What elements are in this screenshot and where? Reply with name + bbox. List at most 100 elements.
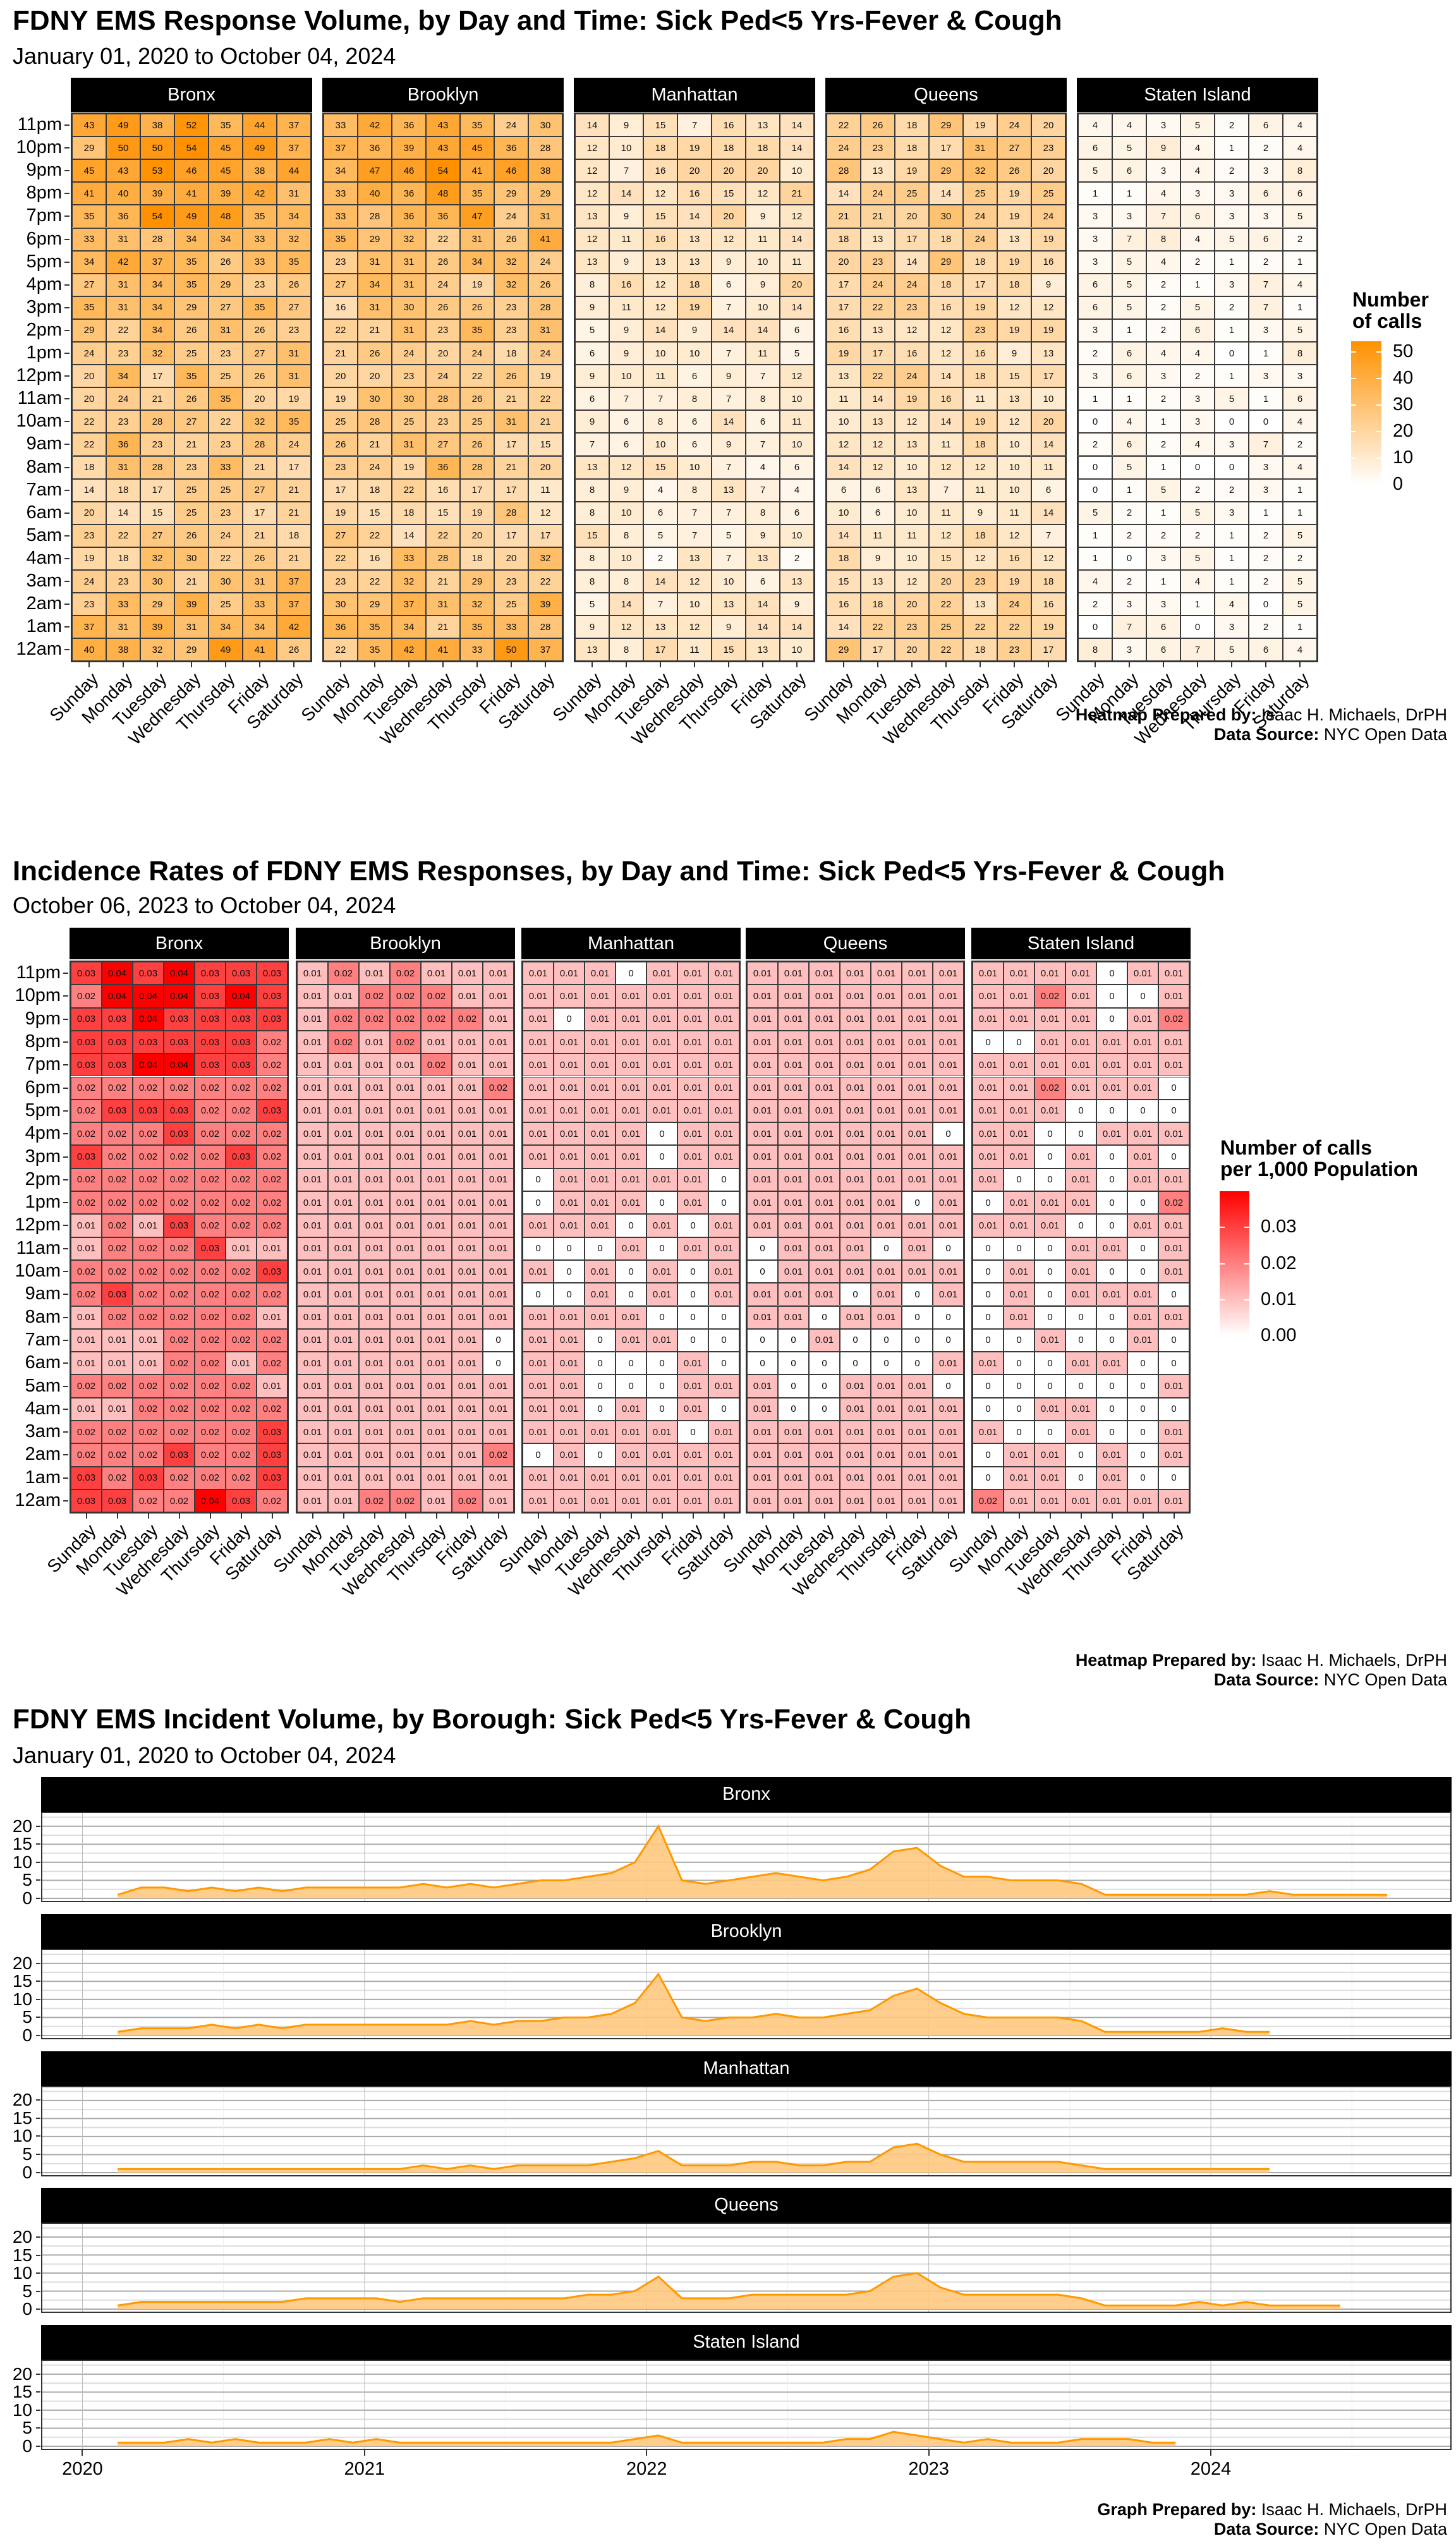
heatmap-cell: 0 xyxy=(1127,1099,1158,1123)
heatmap-cell: 0 xyxy=(1065,1214,1096,1237)
heatmap-cell: 17 xyxy=(277,456,311,479)
heatmap-cell: 12 xyxy=(575,136,609,160)
heatmap-cell: 0.01 xyxy=(585,1214,616,1237)
heatmap-rates-subtitle: October 06, 2023 to October 04, 2024 xyxy=(13,892,396,918)
heatmap-cell: 23 xyxy=(72,593,106,616)
heatmap-cell: 8 xyxy=(1283,159,1317,183)
heatmap-cell: 0.02 xyxy=(133,1237,164,1260)
heatmap-cell: 0.01 xyxy=(747,1030,778,1054)
heatmap-cell: 31 xyxy=(392,273,426,296)
heatmap-cell: 0 xyxy=(1034,1352,1065,1375)
heatmap-cell: 0.01 xyxy=(359,1466,390,1489)
heatmap-cell: 6 xyxy=(609,433,643,456)
heatmap-cell: 0.01 xyxy=(778,1076,809,1100)
heatmap-cell: 31 xyxy=(277,365,311,388)
heatmap-cell: 10 xyxy=(780,638,814,662)
heatmap-cell: 3 xyxy=(1078,318,1112,342)
y-axis-label-8am: 8am xyxy=(26,456,62,477)
y-axis-label: 5 xyxy=(22,2007,32,2027)
heatmap-cell: 37 xyxy=(277,136,311,160)
heatmap-cell: 21 xyxy=(277,478,311,502)
heatmap-cell: 2 xyxy=(1249,547,1283,570)
y-axis-label-5pm: 5pm xyxy=(25,1100,61,1120)
heatmap-cell: 0.02 xyxy=(257,1352,288,1375)
heatmap-cell: 2 xyxy=(643,547,677,570)
heatmap-cell: 24 xyxy=(209,524,243,547)
heatmap-cell: 12 xyxy=(997,410,1031,434)
heatmap-cell: 0.01 xyxy=(646,1466,677,1489)
heatmap-cell: 2 xyxy=(1215,478,1249,502)
heatmap-cell: 6 xyxy=(643,501,677,525)
heatmap-cell: 0.01 xyxy=(390,1328,421,1352)
heatmap-cell: 0.01 xyxy=(1004,1259,1034,1283)
heatmap-cell: 9 xyxy=(609,114,643,137)
heatmap-cell: 17 xyxy=(460,478,494,502)
y-tick xyxy=(36,2099,40,2101)
heatmap-cell: 35 xyxy=(209,387,243,411)
legend-label: 50 xyxy=(1393,341,1414,361)
heatmap-cell: 24 xyxy=(861,182,895,205)
heatmap-cell: 19 xyxy=(324,387,358,411)
heatmap-cell: 0.01 xyxy=(809,1030,840,1054)
heatmap-cell: 0.01 xyxy=(390,1466,421,1489)
heatmap-cell: 0.03 xyxy=(226,1489,257,1513)
heatmap-cell: 24 xyxy=(1031,205,1065,228)
heatmap-cell: 35 xyxy=(460,114,494,137)
facet-strip-brooklyn: Brooklyn xyxy=(41,1914,1452,1949)
y-tick xyxy=(64,444,70,446)
y-axis-label: 10 xyxy=(12,1989,32,2009)
heatmap-cell: 10 xyxy=(997,433,1031,456)
heatmap-cell: 4 xyxy=(1283,410,1317,434)
heatmap-cell: 5 xyxy=(1215,638,1249,662)
heatmap-cell: 0.02 xyxy=(164,1489,195,1513)
caption-prepared-value: Isaac H. Michaels, DrPH xyxy=(1256,1651,1447,1670)
heatmap-cell: 9 xyxy=(575,365,609,388)
heatmap-cell: 0.01 xyxy=(1065,1237,1096,1260)
heatmap-cell: 0.01 xyxy=(646,962,677,985)
heatmap-cell: 0.01 xyxy=(778,1191,809,1215)
heatmap-cell: 0.01 xyxy=(102,1397,133,1421)
heatmap-cell: 0.01 xyxy=(902,1122,933,1146)
heatmap-cell: 0.01 xyxy=(452,1053,483,1077)
y-tick xyxy=(64,421,70,423)
heatmap-cell: 23 xyxy=(209,501,243,525)
heatmap-cell: 22 xyxy=(106,524,140,547)
panel-border xyxy=(41,2223,1452,2314)
heatmap-cell: 0.01 xyxy=(1004,1489,1034,1513)
heatmap-cell: 9 xyxy=(609,250,643,274)
heatmap-cell: 12 xyxy=(895,410,929,434)
heatmap-cell: 22 xyxy=(426,228,460,251)
heatmap-cell: 0 xyxy=(1034,1145,1065,1168)
heatmap-cell: 0 xyxy=(1158,1145,1189,1168)
heatmap-cell: 0.01 xyxy=(933,1259,964,1283)
heatmap-cell: 6 xyxy=(1112,433,1146,456)
heatmap-cell: 18 xyxy=(106,478,140,502)
heatmap-cell: 0.01 xyxy=(902,1099,933,1123)
x-tick xyxy=(945,662,947,668)
heatmap-cell: 39 xyxy=(140,182,174,205)
facet-strip-bronx: Bronx xyxy=(41,1777,1452,1812)
heatmap-cell: 0.02 xyxy=(164,1397,195,1421)
y-axis-label-10am: 10am xyxy=(16,411,62,432)
heatmap-cell: 0.01 xyxy=(973,1214,1004,1237)
heatmap-cell: 0.01 xyxy=(554,1168,585,1191)
heatmap-cell: 12 xyxy=(997,524,1031,547)
heatmap-cell: 0.01 xyxy=(840,1397,871,1421)
heatmap-cell: 12 xyxy=(575,228,609,251)
heatmap-cell: 16 xyxy=(643,228,677,251)
heatmap-cell: 0.01 xyxy=(778,1283,809,1306)
legend-tick xyxy=(1376,377,1381,379)
heatmap-cell: 0 xyxy=(1180,456,1215,479)
heatmap-cell: 14 xyxy=(827,616,861,639)
heatmap-cell: 0.01 xyxy=(616,1397,646,1421)
heatmap-cell: 27 xyxy=(140,524,174,547)
heatmap-cell: 0.01 xyxy=(708,1122,739,1146)
heatmap-cell: 15 xyxy=(643,205,677,228)
heatmap-cell: 28 xyxy=(460,456,494,479)
heatmap-cell: 0.01 xyxy=(390,1421,421,1444)
heatmap-cell: 28 xyxy=(140,456,174,479)
heatmap-cell: 0.01 xyxy=(328,1328,359,1352)
heatmap-cell: 0.01 xyxy=(646,1283,677,1306)
heatmap-cell: 0.03 xyxy=(164,1122,195,1146)
heatmap-cell: 0.03 xyxy=(195,1007,226,1031)
